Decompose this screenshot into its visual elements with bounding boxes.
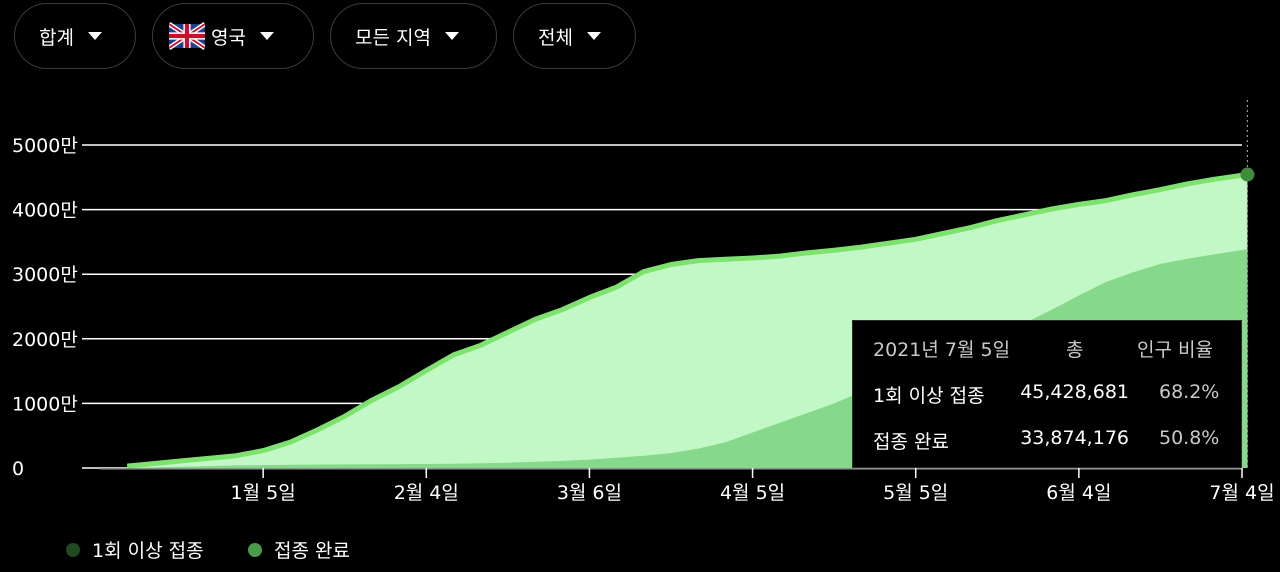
tooltip-row-ratio: 68.2% (1159, 381, 1220, 403)
y-tick-label: 1000만 (12, 393, 78, 415)
tooltip-row-total: 45,428,681 (1020, 381, 1129, 403)
tooltip-col-ratio: 인구 비율 (1137, 339, 1213, 361)
aggregate-filter-dropdown[interactable]: 합계 (14, 3, 136, 69)
legend-dot (248, 542, 262, 557)
tooltip-row-total: 33,874,176 (1020, 427, 1129, 449)
uk-flag-icon (169, 22, 205, 50)
tooltip-date: 2021년 7월 5일 (873, 339, 1011, 361)
chevron-down-icon (87, 32, 102, 40)
y-tick-label: 4000만 (12, 200, 78, 222)
age-filter-label: 전체 (538, 26, 573, 49)
country-filter-label: 영국 (211, 26, 246, 49)
y-tick-label: 0 (12, 458, 24, 480)
y-tick-label: 5000만 (12, 135, 78, 157)
chevron-down-icon (586, 32, 601, 40)
chevron-down-icon (259, 32, 274, 40)
x-tick-label: 4월 5일 (720, 482, 785, 504)
age-filter-dropdown[interactable]: 전체 (513, 3, 636, 69)
legend-label: 1회 이상 접종 (92, 540, 204, 562)
tooltip-col-total: 총 (1066, 339, 1084, 361)
region-filter-label: 모든 지역 (355, 26, 431, 49)
x-tick-label: 1월 5일 (231, 482, 296, 504)
chart-tooltip: 2021년 7월 5일 총 인구 비율 1회 이상 접종 45,428,681 … (852, 320, 1242, 468)
x-tick-label: 7월 4일 (1209, 482, 1274, 504)
legend-dot (66, 542, 80, 557)
tooltip-row-label: 접종 완료 (873, 431, 949, 453)
x-tick-label: 6월 4일 (1046, 482, 1111, 504)
x-tick-label: 2월 4일 (394, 482, 459, 504)
region-filter-dropdown[interactable]: 모든 지역 (330, 3, 497, 69)
legend-item-first-dose[interactable]: 1회 이상 접종 (66, 536, 204, 563)
hover-marker (1240, 167, 1255, 182)
legend-label: 접종 완료 (274, 540, 350, 562)
first-dose-line (126, 172, 1248, 469)
tooltip-row-label: 1회 이상 접종 (873, 385, 985, 407)
aggregate-filter-label: 합계 (39, 26, 74, 49)
x-tick-label: 5월 5일 (883, 482, 948, 504)
tooltip-row-ratio: 50.8% (1159, 427, 1220, 449)
legend-item-complete[interactable]: 접종 완료 (248, 536, 350, 563)
chevron-down-icon (444, 32, 459, 40)
y-tick-label: 2000만 (12, 329, 78, 351)
country-filter-dropdown[interactable]: 영국 (152, 3, 314, 69)
y-tick-label: 3000만 (12, 264, 78, 286)
x-tick-label: 3월 6일 (557, 482, 622, 504)
